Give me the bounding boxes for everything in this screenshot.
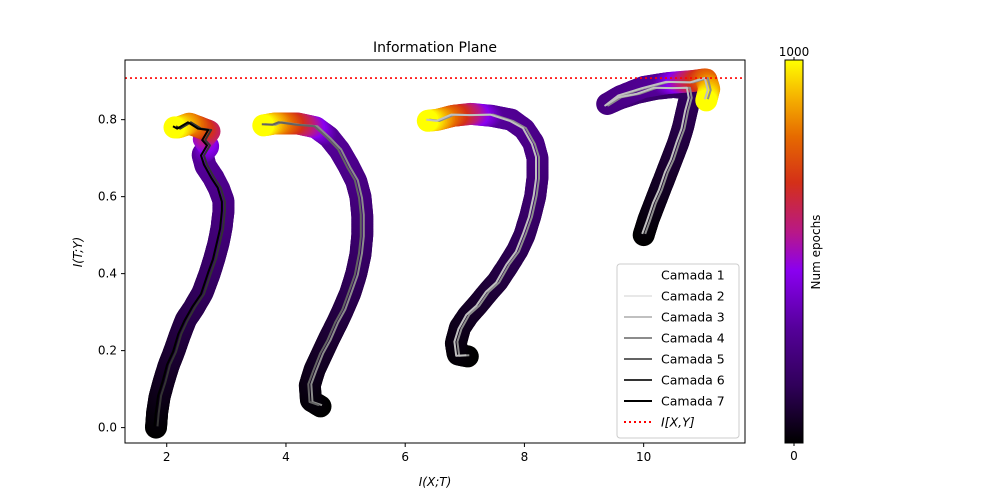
y-axis-ticks: 0.0 0.2 0.4 0.6 0.8 xyxy=(98,113,125,435)
trajectory-1-line-1 xyxy=(156,121,226,427)
plot-content xyxy=(125,68,745,439)
y-tick-label: 0.8 xyxy=(98,113,117,127)
trajectory-2-line-2 xyxy=(261,121,362,407)
colorbar-max-label: 1000 xyxy=(779,45,810,59)
legend-label: Camada 6 xyxy=(661,373,725,388)
epoch-marker xyxy=(252,114,275,137)
trajectory-4-markers xyxy=(596,68,721,247)
x-tick-label: 10 xyxy=(636,450,651,464)
plot-frame xyxy=(124,59,746,444)
legend-label: Camada 3 xyxy=(661,310,725,325)
x-tick-label: 8 xyxy=(521,450,529,464)
trajectory-3-line-2 xyxy=(426,113,537,357)
trajectory-1-line-2 xyxy=(153,121,223,427)
y-tick-label: 0.2 xyxy=(98,344,117,358)
colorbar-label: Num epochs xyxy=(809,215,823,290)
trajectory-1-markers xyxy=(145,112,235,439)
x-axis-ticks: 2 4 6 8 10 xyxy=(163,443,651,464)
y-axis-label: I(T;Y) xyxy=(71,237,85,268)
epoch-marker xyxy=(416,109,439,132)
legend-label: Camada 5 xyxy=(661,352,725,367)
legend-box xyxy=(616,263,740,439)
y-tick-label: 0.4 xyxy=(98,267,117,281)
legend: Camada 1 Camada 2 Camada 3 Camada 4 Camada 5… xyxy=(616,263,740,439)
x-tick-label: 4 xyxy=(282,450,290,464)
trajectory-4-line-2 xyxy=(604,77,709,235)
x-tick-label: 6 xyxy=(401,450,409,464)
legend-label: Camada 1 xyxy=(661,268,725,283)
colorbar: 1000 0 Num epochs xyxy=(779,45,823,463)
y-tick-label: 0.6 xyxy=(98,190,117,204)
x-axis-label: I(X;T) xyxy=(419,475,452,489)
y-tick-label: 0.0 xyxy=(98,421,117,435)
legend-label: Camada 4 xyxy=(661,331,725,346)
x-tick-label: 2 xyxy=(163,450,171,464)
chart-title: Information Plane xyxy=(373,40,497,56)
colorbar-gradient xyxy=(784,59,804,444)
legend-label: Camada 2 xyxy=(661,289,725,304)
trajectory-3-markers xyxy=(416,102,549,368)
colorbar-min-label: 0 xyxy=(790,449,798,463)
epoch-marker xyxy=(695,89,718,112)
legend-label: Camada 7 xyxy=(661,394,725,409)
legend-label: I[X,Y] xyxy=(661,415,695,430)
